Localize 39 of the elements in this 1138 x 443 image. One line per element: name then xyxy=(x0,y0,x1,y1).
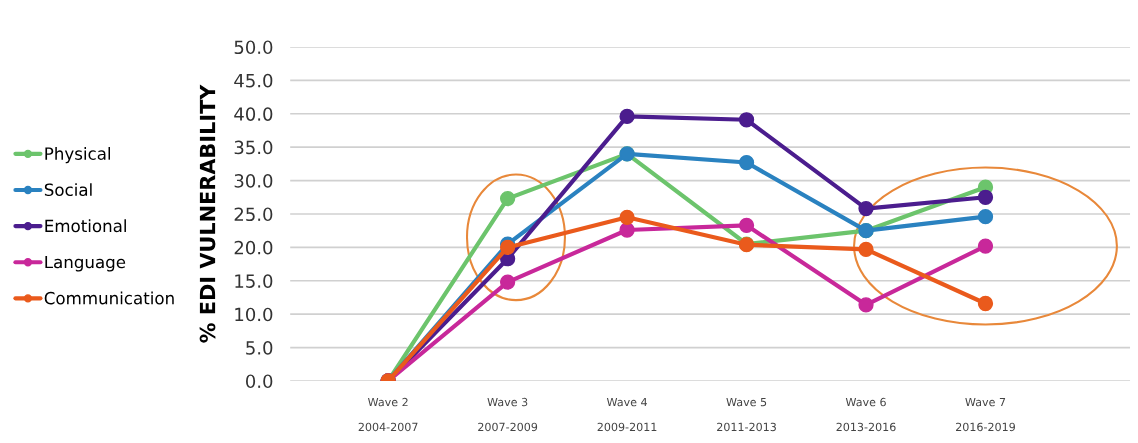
legend-label: Language xyxy=(45,255,126,272)
point xyxy=(738,154,755,171)
legend-label: Social xyxy=(44,183,92,197)
legend-label: Communication xyxy=(44,291,174,305)
category-label: Wave 5 2011-2013 xyxy=(717,397,776,432)
point xyxy=(977,238,994,254)
y-tick-label: 25.0 xyxy=(234,207,273,222)
point xyxy=(977,295,994,312)
y-tick-label: 20.0 xyxy=(234,240,273,255)
point xyxy=(977,189,994,205)
category-label: Wave 7 2016-2019 xyxy=(956,397,1015,432)
y-tick-label: 45.0 xyxy=(234,73,273,88)
y-tick-label: 50.0 xyxy=(234,40,273,55)
y-axis-title: % EDI VULNERABILITY xyxy=(199,84,216,343)
point xyxy=(619,108,635,125)
category-label: Wave 6 2013-2016 xyxy=(836,397,896,432)
point xyxy=(858,241,874,258)
legend-label: Emotional xyxy=(45,219,126,233)
point xyxy=(499,274,516,290)
point xyxy=(977,209,994,225)
y-tick-label: 35.0 xyxy=(234,140,273,155)
point xyxy=(858,297,874,313)
y-tick-label: 5.0 xyxy=(246,341,273,355)
point xyxy=(499,190,516,207)
y-tick-label: 15.0 xyxy=(235,274,273,288)
category-label: Wave 2 2004-2007 xyxy=(358,397,418,432)
y-tick-label: 30.0 xyxy=(234,174,273,188)
category-label: Wave 3 2007-2009 xyxy=(478,397,538,432)
y-tick-label: 10.0 xyxy=(235,307,273,322)
legend-label: Physical xyxy=(45,147,111,164)
point xyxy=(499,239,516,256)
point xyxy=(619,222,635,238)
category-label: Wave 4 2009-2011 xyxy=(597,397,657,432)
point xyxy=(858,200,874,217)
point xyxy=(738,217,755,233)
point xyxy=(738,112,755,128)
y-tick-label: 0.0 xyxy=(246,374,273,389)
point xyxy=(619,209,635,225)
y-tick-label: 40.0 xyxy=(234,107,273,121)
